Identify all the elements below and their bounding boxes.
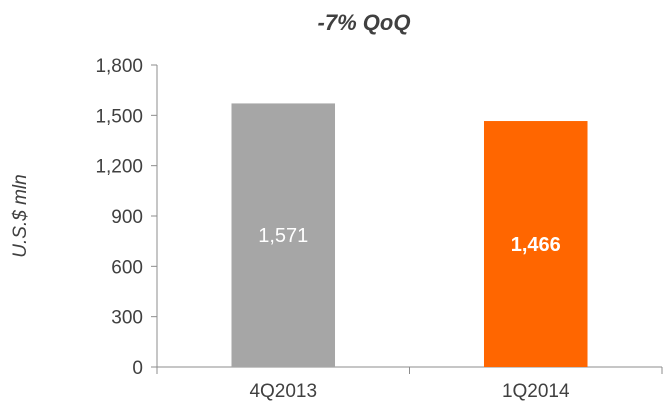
y-tick-label: 1,200 bbox=[95, 157, 143, 178]
x-category-label: 1Q2014 bbox=[502, 381, 570, 402]
bar-1Q2014 bbox=[483, 121, 588, 367]
bar-4Q2013 bbox=[231, 103, 336, 367]
y-tick-label: 300 bbox=[111, 308, 143, 329]
y-tick-label: 900 bbox=[111, 207, 143, 228]
labels: 1,571 4Q2013 1,466 1Q2014 bbox=[249, 225, 570, 402]
y-tick-label: 600 bbox=[111, 257, 143, 278]
bars bbox=[231, 103, 588, 367]
y-tick-label: 0 bbox=[132, 358, 143, 379]
x-category-label: 4Q2013 bbox=[249, 381, 317, 402]
axes: 0 300 600 900 1,200 1,500 1,800 bbox=[95, 56, 663, 379]
y-tick-label: 1,500 bbox=[95, 106, 143, 127]
y-axis-label: U.S.$ mln bbox=[10, 174, 31, 257]
y-tick-label: 1,800 bbox=[95, 56, 143, 77]
chart-title: -7% QoQ bbox=[318, 10, 411, 35]
data-label-1Q2014: 1,466 bbox=[511, 234, 561, 256]
data-label-4Q2013: 1,571 bbox=[258, 225, 308, 247]
